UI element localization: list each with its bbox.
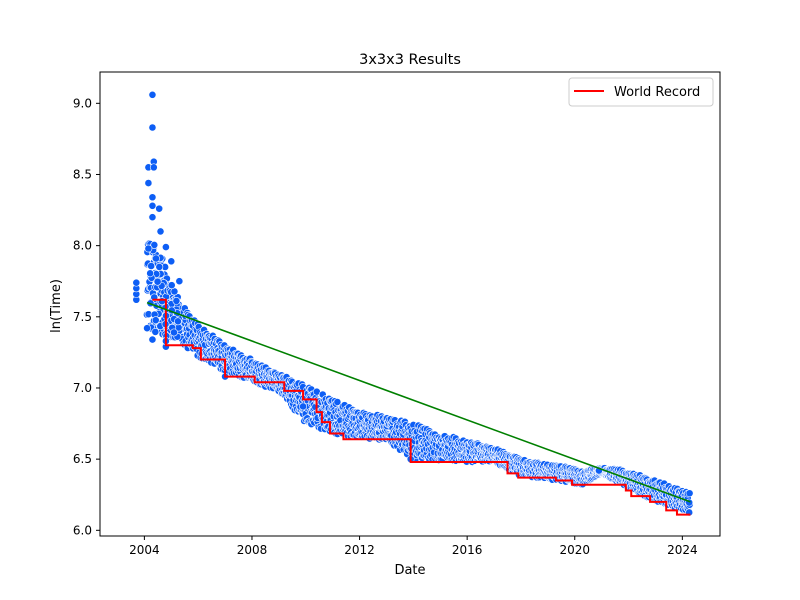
result-point: [151, 316, 160, 325]
result-point: [174, 317, 182, 326]
result-point: [148, 335, 157, 344]
result-point: [150, 241, 159, 249]
y-tick-label: 8.5: [73, 167, 92, 181]
result-point: [148, 213, 157, 222]
result-point: [151, 327, 160, 336]
legend: World Record: [568, 77, 714, 107]
axes-frame: [99, 71, 721, 537]
world-record-line: [152, 298, 691, 516]
result-point: [143, 324, 151, 333]
x-tick-label: 2020: [559, 543, 590, 557]
result-point: [333, 398, 342, 406]
result-point: [155, 204, 164, 213]
result-point: [167, 257, 176, 266]
x-tick-label: 2024: [667, 543, 698, 557]
result-point: [148, 201, 157, 210]
result-point: [148, 193, 157, 202]
result-point: [132, 278, 141, 287]
result-point: [153, 277, 162, 286]
result-point: [147, 262, 156, 270]
chart-title: 3x3x3 Results: [359, 52, 461, 68]
y-tick-label: 6.5: [73, 452, 92, 466]
result-point: [144, 244, 153, 253]
result-point: [148, 123, 157, 132]
legend-world-record-label: World Record: [614, 85, 700, 100]
y-tick-label: 6.0: [73, 523, 92, 537]
y-tick-label: 8.0: [73, 239, 92, 253]
x-axis-label: Date: [394, 563, 425, 578]
x-tick-label: 2012: [344, 543, 375, 557]
result-point: [148, 90, 157, 99]
result-point: [158, 297, 166, 306]
x-tick-label: 2016: [452, 543, 483, 557]
x-tick-label: 2004: [129, 543, 160, 557]
result-point: [167, 281, 176, 290]
result-point: [685, 489, 694, 498]
result-point: [144, 179, 153, 187]
result-point: [170, 328, 178, 337]
result-point: [156, 227, 165, 236]
legend-frame: [568, 77, 714, 107]
result-point: [155, 263, 164, 271]
y-tick-label: 7.0: [73, 381, 92, 395]
trend-line: [146, 301, 691, 503]
result-point: [299, 402, 307, 411]
result-point: [175, 277, 184, 286]
result-point: [146, 269, 155, 278]
result-point: [152, 254, 160, 263]
result-point: [162, 243, 170, 251]
y-tick-label: 7.5: [73, 310, 92, 324]
result-point: [172, 297, 181, 305]
result-point: [149, 163, 158, 172]
y-tick-label: 9.0: [73, 96, 92, 110]
x-tick-label: 2008: [237, 543, 268, 557]
plot-area: 2004 2008 2012 2016 2020 2024 6.0 6.5 7.0 7.5 8.0 8…: [73, 71, 721, 557]
y-axis-label: ln(Time): [49, 279, 64, 333]
